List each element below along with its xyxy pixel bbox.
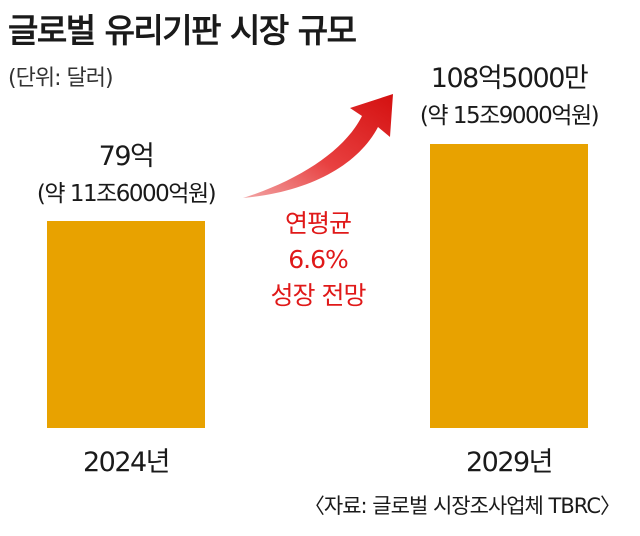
- growth-annotation-line: 6.6%: [288, 245, 349, 274]
- source-note: 〈자료: 글로벌 시장조사업체 TBRC〉: [303, 494, 621, 518]
- bar-2024년: [47, 221, 205, 428]
- growth-annotation-line: 성장 전망: [270, 281, 367, 310]
- growth-annotation-line: 연평균: [284, 209, 352, 238]
- bar-value-sublabel: (약 11조6000억원): [36, 181, 217, 207]
- bar-value-label: 108억5000만: [430, 63, 589, 94]
- bar-2029년: [430, 144, 588, 428]
- bar-value-label: 79억: [98, 141, 155, 172]
- x-tick-label: 2029년: [465, 447, 554, 478]
- growth-annotation: 연평균 6.6% 성장 전망: [248, 206, 388, 314]
- unit-label: (단위: 달러): [8, 66, 114, 91]
- x-tick-label: 2024년: [82, 447, 171, 478]
- bar-value-sublabel: (약 15조9000억원): [419, 103, 600, 129]
- chart-title: 글로벌 유리기판 시장 규모: [8, 11, 357, 50]
